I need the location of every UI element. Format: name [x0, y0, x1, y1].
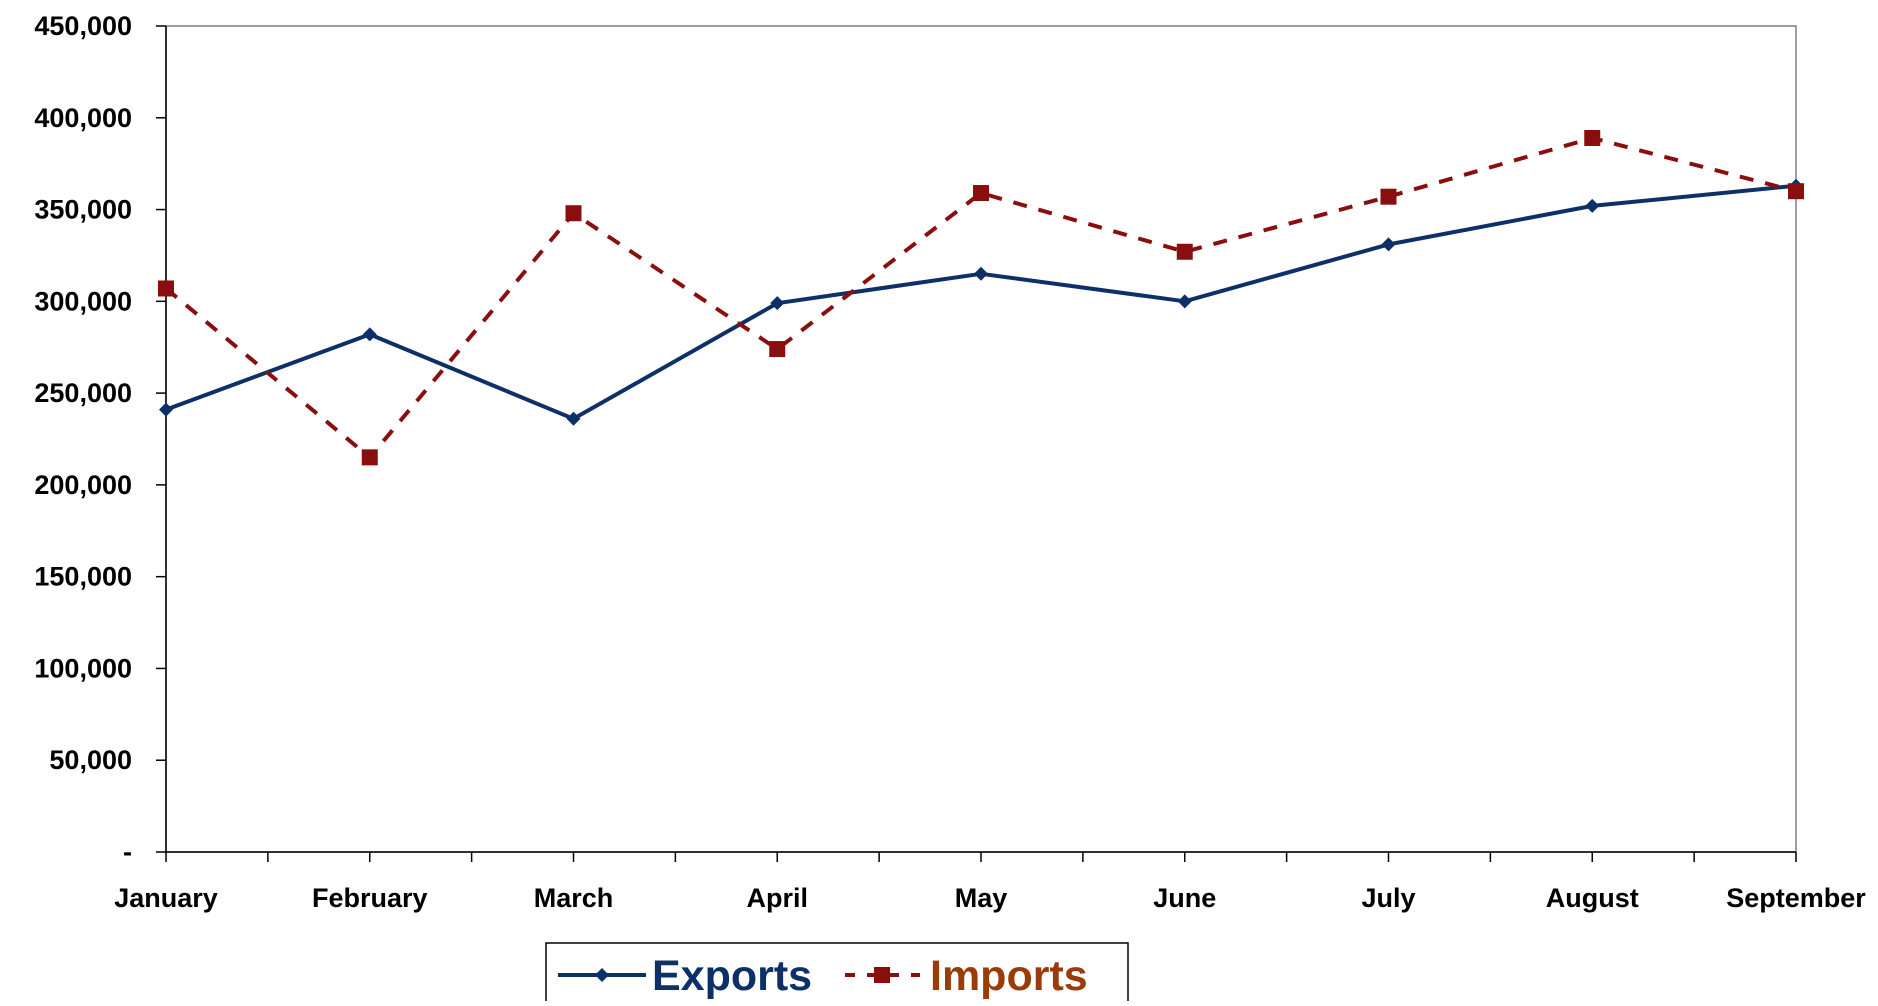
data-point [1381, 237, 1396, 252]
data-point [1585, 198, 1600, 213]
y-tick-label: 100,000 [34, 653, 132, 683]
data-point [158, 280, 174, 297]
y-tick-label: 200,000 [34, 470, 132, 500]
x-tick-label: January [114, 883, 218, 913]
y-tick-label: 50,000 [49, 745, 132, 775]
y-tick-label: 450,000 [34, 11, 132, 41]
data-point [1177, 294, 1192, 309]
x-tick-label: July [1361, 883, 1415, 913]
legend-imports-label: Imports [930, 952, 1088, 1000]
legend-exports-marker [595, 968, 609, 982]
y-tick-label: 300,000 [34, 286, 132, 316]
data-point [769, 341, 786, 358]
data-point [974, 266, 988, 281]
x-tick-label: May [955, 883, 1008, 913]
data-point [566, 411, 581, 426]
x-tick-label: March [534, 883, 614, 913]
data-point [159, 402, 173, 417]
data-point [1788, 183, 1804, 200]
data-point [361, 449, 378, 466]
data-point [973, 185, 989, 202]
data-point [362, 327, 377, 342]
data-point [1584, 129, 1601, 146]
data-point [770, 296, 785, 311]
y-tick-label: 400,000 [34, 103, 132, 133]
legend-exports-label: Exports [652, 952, 812, 1000]
x-tick-label: September [1726, 883, 1866, 913]
series-imports [158, 129, 1804, 466]
y-tick-label: 250,000 [34, 378, 132, 408]
x-tick-label: April [746, 883, 808, 913]
legend-imports-marker [874, 967, 890, 983]
y-tick-label: - [123, 837, 132, 867]
data-point [1380, 188, 1397, 205]
x-tick-label: February [312, 883, 428, 913]
series-line-imports [164, 136, 1797, 460]
y-tick-label: 150,000 [34, 562, 132, 592]
x-tick-label: August [1546, 883, 1639, 913]
data-point [565, 205, 582, 222]
data-point [1176, 243, 1193, 260]
x-tick-label: June [1153, 883, 1216, 913]
y-tick-label: 350,000 [34, 195, 132, 225]
